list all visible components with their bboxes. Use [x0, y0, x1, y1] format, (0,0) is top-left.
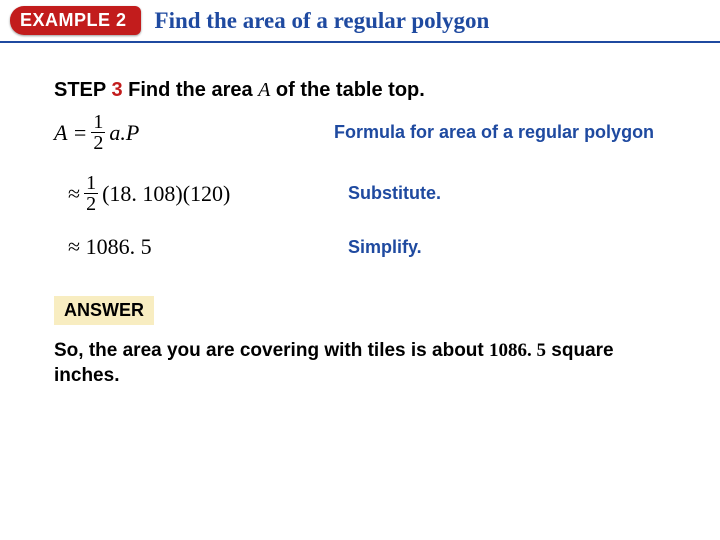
lhs-post-2: (18. 108)(120) — [102, 181, 230, 207]
step-word: STEP — [54, 79, 106, 101]
formula-lhs-2: ≈ 1 2 (18. 108)(120) — [68, 173, 348, 214]
frac-den-1: 2 — [91, 132, 105, 153]
step-text-pre: Find the area — [128, 79, 258, 101]
page-title: Find the area of a regular polygon — [155, 8, 490, 34]
conclusion-text: So, the area you are covering with tiles… — [54, 339, 654, 388]
formula-lhs-3: ≈ 1086. 5 — [68, 234, 348, 260]
frac-den-2: 2 — [84, 193, 98, 214]
formula-lhs-1: A = 1 2 a.P — [54, 112, 334, 153]
step-var: A — [258, 79, 270, 101]
frac-num-2: 1 — [84, 173, 98, 193]
frac-num-1: 1 — [91, 112, 105, 132]
example-badge: EXAMPLE 2 — [10, 6, 141, 35]
lhs-pre-3: ≈ 1086. 5 — [68, 234, 152, 260]
formula-row-1: A = 1 2 a.P Formula for area of a regula… — [54, 112, 680, 153]
conclusion-pre: So, the area you are covering with tiles… — [54, 340, 489, 361]
answer-badge: ANSWER — [54, 296, 154, 325]
lhs-pre-1: A = — [54, 120, 87, 146]
step-text: Find the area A of the table top. — [128, 79, 425, 101]
step-heading: STEP 3 Find the area A of the table top. — [54, 79, 680, 102]
formula-row-2: ≈ 1 2 (18. 108)(120) Substitute. — [54, 173, 680, 214]
explain-3: Simplify. — [348, 237, 422, 258]
lhs-pre-2: ≈ — [68, 181, 80, 207]
fraction-2: 1 2 — [84, 173, 98, 214]
header-bar: EXAMPLE 2 Find the area of a regular pol… — [0, 0, 720, 43]
step-text-post: of the table top. — [270, 79, 424, 101]
explain-1: Formula for area of a regular polygon — [334, 122, 654, 143]
fraction-1: 1 2 — [91, 112, 105, 153]
explain-2: Substitute. — [348, 183, 441, 204]
formula-row-3: ≈ 1086. 5 Simplify. — [54, 234, 680, 260]
conclusion-value: 1086. 5 — [489, 340, 546, 361]
content-area: STEP 3 Find the area A of the table top.… — [0, 43, 720, 398]
lhs-post-1: a.P — [109, 120, 139, 146]
step-number: 3 — [111, 79, 122, 101]
